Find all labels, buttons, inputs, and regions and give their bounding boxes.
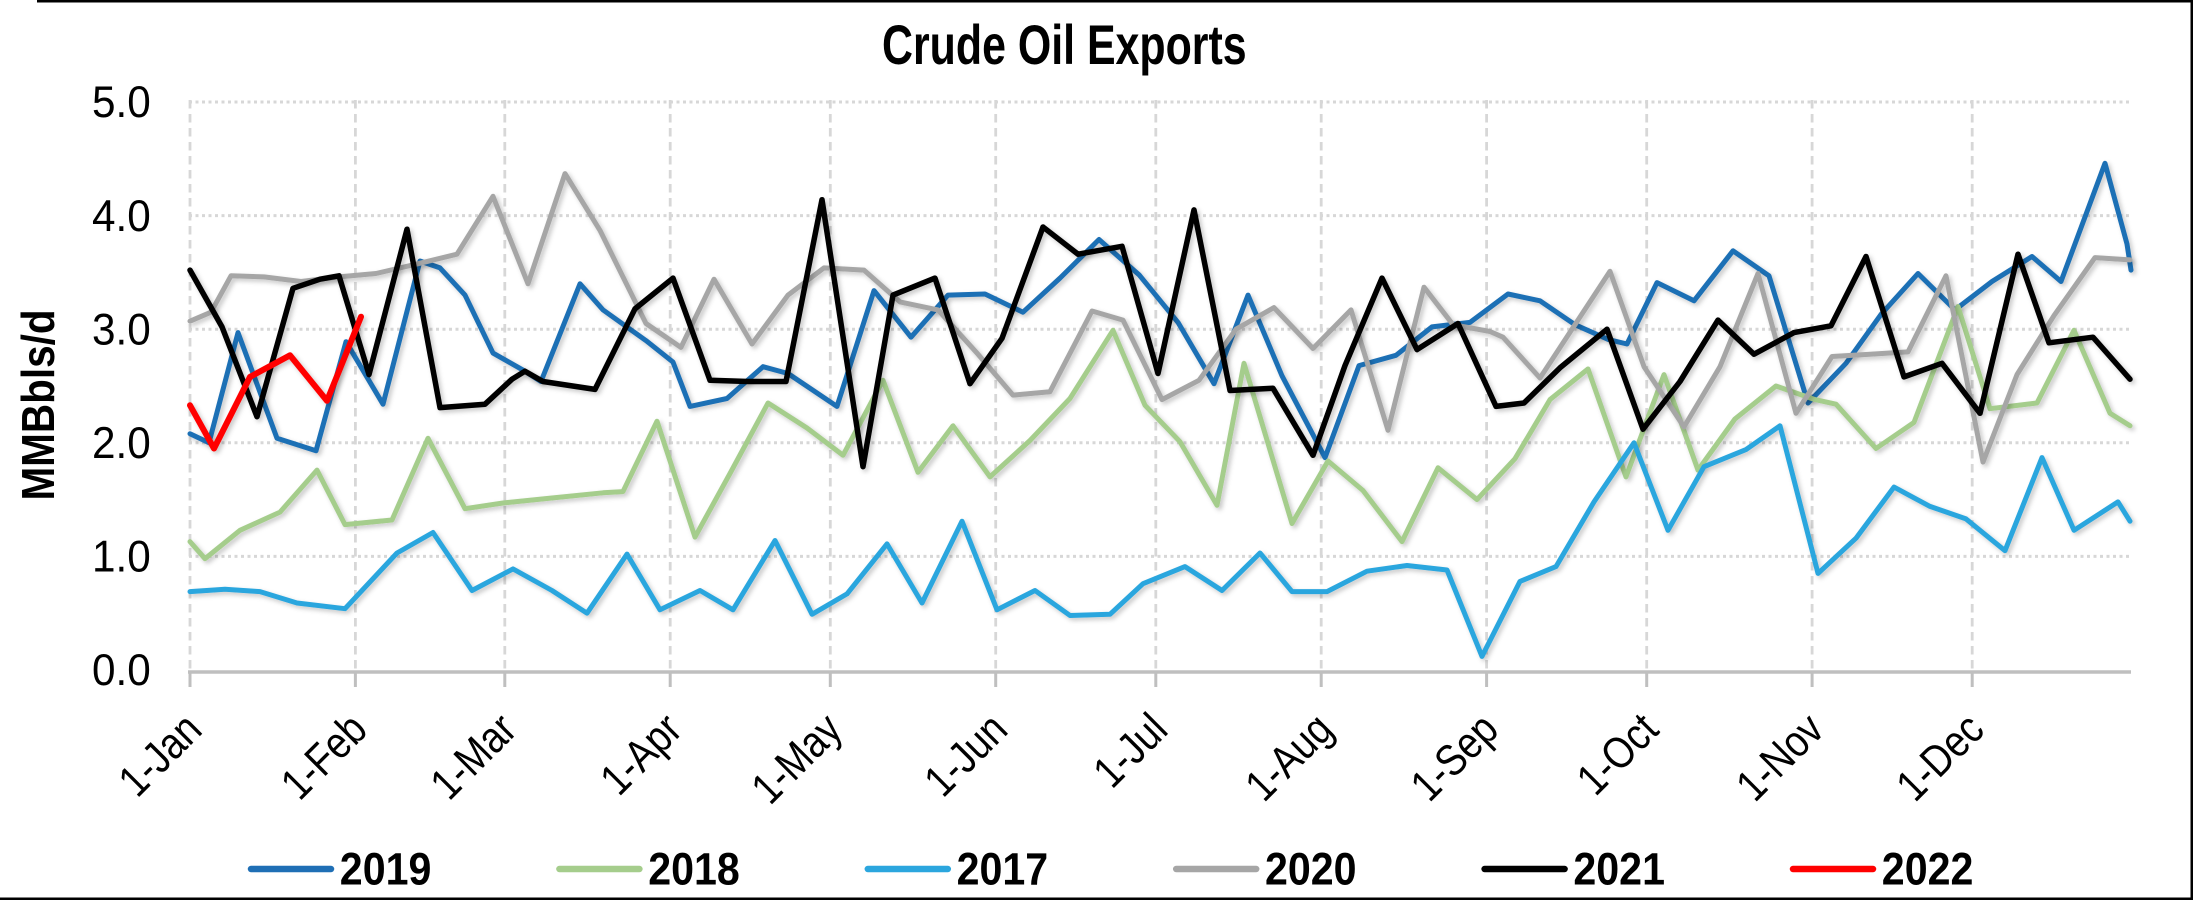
svg-text:2022: 2022 [1882, 845, 1974, 895]
svg-text:MMBbls/d: MMBbls/d [14, 309, 65, 500]
svg-text:Crude Oil Exports: Crude Oil Exports [882, 13, 1247, 76]
svg-text:2018: 2018 [648, 845, 740, 895]
svg-text:0.0: 0.0 [92, 646, 151, 695]
svg-text:2019: 2019 [340, 845, 432, 895]
svg-text:3.0: 3.0 [92, 305, 151, 354]
svg-text:5.0: 5.0 [92, 78, 151, 127]
svg-text:2021: 2021 [1573, 845, 1665, 895]
svg-text:2017: 2017 [957, 845, 1049, 895]
svg-text:4.0: 4.0 [92, 192, 151, 241]
svg-text:1.0: 1.0 [92, 533, 151, 582]
svg-text:2.0: 2.0 [92, 419, 151, 468]
svg-text:2020: 2020 [1265, 845, 1357, 895]
